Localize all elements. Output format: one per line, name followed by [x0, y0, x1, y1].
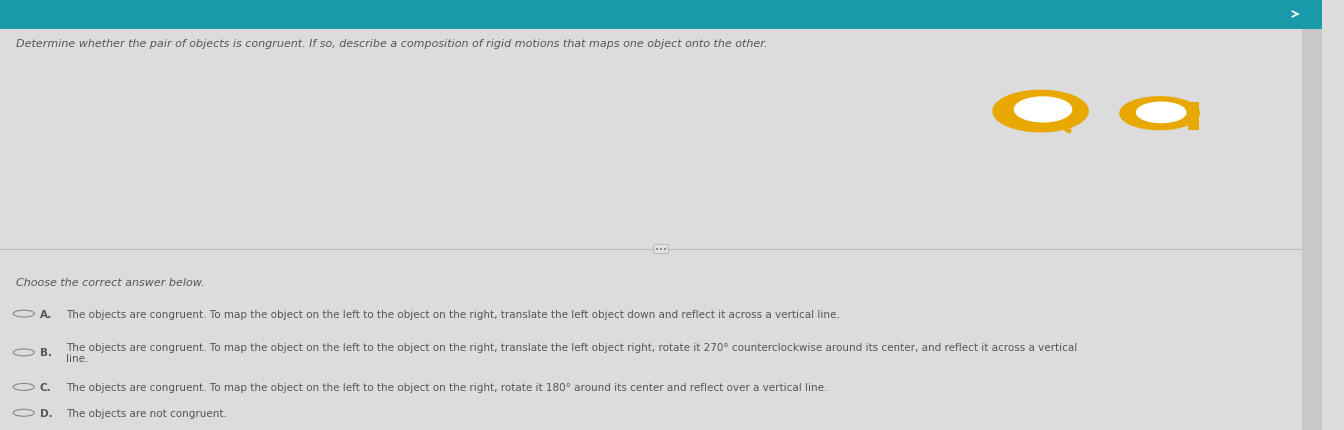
Polygon shape	[1140, 107, 1179, 120]
Text: C.: C.	[40, 382, 51, 392]
Polygon shape	[1021, 102, 1063, 117]
Text: The objects are not congruent.: The objects are not congruent.	[66, 408, 227, 418]
Text: D.: D.	[40, 408, 52, 418]
Text: A.: A.	[40, 309, 52, 319]
Text: •••: •••	[655, 246, 667, 252]
Polygon shape	[1015, 98, 1071, 123]
Bar	[1302, 0, 1322, 430]
Text: Choose the correct answer below.: Choose the correct answer below.	[16, 277, 204, 287]
Text: Determine whether the pair of objects is congruent. If so, describe a compositio: Determine whether the pair of objects is…	[16, 39, 767, 49]
Polygon shape	[993, 91, 1089, 132]
Text: B.: B.	[40, 347, 51, 358]
Text: The objects are congruent. To map the object on the left to the object on the ri: The objects are congruent. To map the ob…	[66, 342, 1078, 363]
Bar	[1188, 102, 1199, 130]
Text: The objects are congruent. To map the object on the left to the object on the ri: The objects are congruent. To map the ob…	[66, 382, 828, 392]
Polygon shape	[1137, 103, 1185, 123]
Text: The objects are congruent. To map the object on the left to the object on the ri: The objects are congruent. To map the ob…	[66, 309, 840, 319]
Bar	[0, 0, 1322, 30]
Polygon shape	[1120, 98, 1199, 130]
